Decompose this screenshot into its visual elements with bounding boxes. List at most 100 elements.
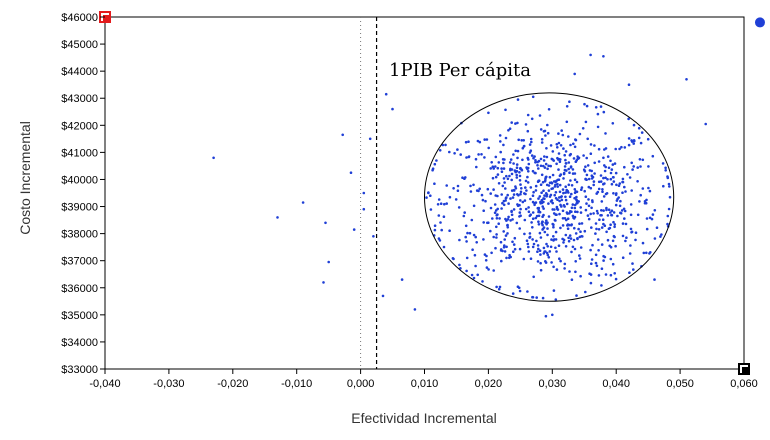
scatter-point [604,192,608,196]
scatter-point [513,169,517,172]
scatter-point [542,207,545,210]
data-points [212,53,707,318]
scatter-point [512,208,516,211]
scatter-point [530,154,534,157]
scatter-point [589,152,593,155]
scatter-point [495,236,498,239]
scatter-point [552,289,556,292]
scatter-point [578,257,582,260]
scatter-point [558,199,561,203]
scatter-point [516,203,519,206]
scatter-point [502,167,506,170]
scatter-point [491,217,494,220]
scatter-point [525,166,528,169]
scatter-point [440,228,444,232]
scatter-point [548,195,552,198]
scatter-point [611,239,615,243]
scatter-point [506,223,509,227]
scatter-point [534,216,538,220]
scatter-point-outlier [212,156,215,160]
scatter-point [559,226,562,230]
scatter-point [518,227,521,230]
scatter-point [519,167,522,170]
x-tick-label: 0,010 [411,378,439,390]
x-tick-label: -0,040 [89,378,120,390]
scatter-point [563,168,567,172]
y-tick-label: $33000 [61,364,98,376]
scatter-point [620,209,624,212]
scatter-point [603,148,606,151]
scatter-point [540,141,544,144]
scatter-point [495,225,498,229]
scatter-point [521,200,525,204]
scatter-point [565,105,569,108]
scatter-point [614,171,618,175]
scatter-point [470,273,474,277]
scatter-point [549,200,553,203]
scatter-point [632,142,635,145]
scatter-point [623,146,627,149]
scatter-point [547,255,551,259]
scatter-point [505,256,508,260]
scatter-point [541,228,544,231]
scatter-point [610,168,614,171]
scatter-point [636,166,639,169]
scatter-point [603,169,607,173]
scatter-point [545,147,548,150]
scatter-point [630,230,634,234]
scatter-point [552,223,555,226]
scatter-point [442,215,446,218]
scatter-point [467,155,471,158]
scatter-point [480,153,483,156]
scatter-point [666,222,669,226]
scatter-point [518,247,522,251]
scatter-point [496,194,499,198]
scatter-point [604,176,607,180]
scatter-point [590,206,593,210]
scatter-point [552,180,556,183]
scatter-point [544,134,547,137]
scatter-point [494,246,497,250]
scatter-point [603,255,607,259]
scatter-point [567,167,570,171]
scatter-point [476,139,480,143]
scatter-point [566,189,569,193]
scatter-point [610,209,614,212]
scatter-point-outlier [368,137,372,141]
scatter-point [574,138,578,142]
scatter-point [465,156,468,159]
y-tick-label: $38000 [61,229,98,241]
scatter-point [486,187,490,191]
scatter-point [567,239,571,243]
scatter-point [608,226,612,230]
scatter-point [474,235,478,239]
scatter-point [513,236,517,240]
scatter-point [511,292,515,295]
scatter-point [641,187,645,190]
scatter-point [427,191,430,195]
scatter-point [601,218,605,221]
scatter-point [504,217,507,221]
scatter-point [573,188,577,191]
scatter-point [557,132,560,135]
scatter-point [492,269,496,272]
scatter-point [514,122,517,125]
scatter-point [468,231,472,235]
scatter-point-outlier [685,78,688,81]
scatter-point [584,195,588,198]
scatter-point [597,274,601,277]
scatter-point [568,171,571,174]
scatter-point [504,196,508,200]
scatter-point-outlier [602,55,605,58]
scatter-point [575,190,579,194]
scatter-point [597,228,601,231]
scatter-point [615,183,618,187]
scatter-point [544,177,547,180]
scatter-point [518,203,521,207]
scatter-point [515,163,519,166]
scatter-point [604,165,607,169]
scatter-point [560,205,563,208]
scatter-point [518,211,522,214]
scatter-point [573,247,577,251]
scatter-point [506,193,510,197]
